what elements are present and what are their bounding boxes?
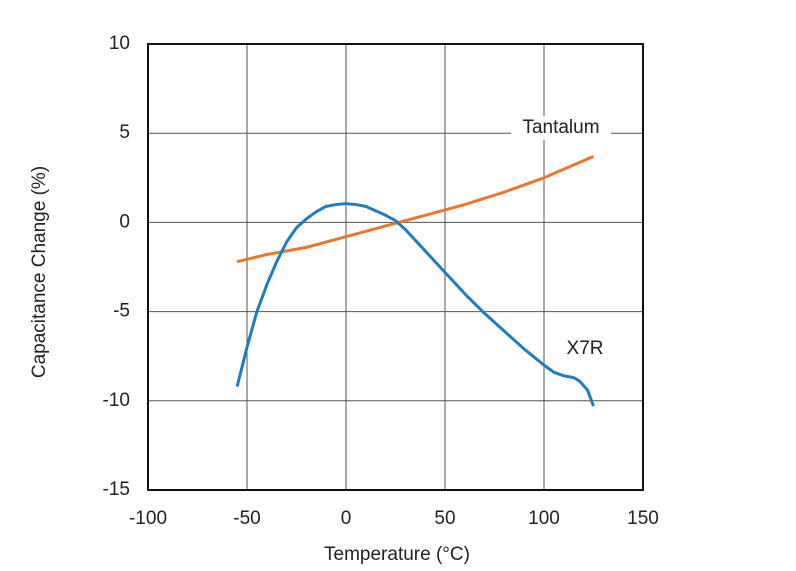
plot-frame xyxy=(147,43,644,491)
y-axis-label: Capacitance Change (%) xyxy=(29,166,50,378)
label-background xyxy=(511,116,611,140)
series-label: Tantalum xyxy=(522,117,599,138)
y-tick-label: -5 xyxy=(113,301,130,322)
x-tick-label: -100 xyxy=(129,508,167,529)
x-tick-label: 0 xyxy=(341,508,352,529)
y-tick-label: 10 xyxy=(109,33,130,54)
x-tick-label: 50 xyxy=(434,508,455,529)
x-tick-label: 100 xyxy=(528,508,560,529)
x-axis-label: Temperature (°C) xyxy=(324,544,470,565)
y-tick-label: 5 xyxy=(119,122,130,143)
series-label: X7R xyxy=(567,338,604,359)
y-tick-label: 0 xyxy=(119,211,130,232)
y-tick-label: -10 xyxy=(103,390,130,411)
series-line xyxy=(235,202,595,407)
series-line xyxy=(236,155,595,264)
y-tick-label: -15 xyxy=(103,479,130,500)
x-tick-label: -50 xyxy=(233,508,260,529)
x-tick-label: 150 xyxy=(627,508,659,529)
